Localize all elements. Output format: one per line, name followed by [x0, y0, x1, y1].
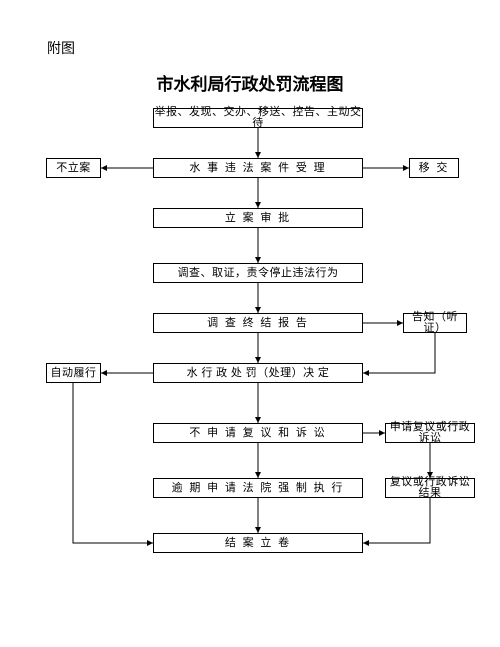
- node-penalty-decision: 水 行 政 处 罚（处理）决 定: [153, 363, 363, 383]
- node-no-case: 不立案: [46, 158, 101, 178]
- node-transfer: 移 交: [409, 158, 459, 178]
- node-case-approval: 立 案 审 批: [153, 208, 363, 228]
- node-close-archive: 结 案 立 卷: [153, 533, 363, 553]
- page-label: 附图: [47, 38, 75, 58]
- node-review-suit-result: 复议或行政诉讼结果: [385, 478, 475, 498]
- node-court-enforce: 逾 期 申 请 法 院 强 制 执 行: [153, 478, 363, 498]
- node-notify-hearing: 告知（听证）: [403, 313, 467, 333]
- node-apply-review-suit: 申请复议或行政诉讼: [385, 423, 475, 443]
- diagram-title: 市水利局行政处罚流程图: [0, 70, 500, 95]
- node-case-acceptance: 水 事 违 法 案 件 受 理: [153, 158, 363, 178]
- node-investigate: 调查、取证，责令停止违法行为: [153, 263, 363, 283]
- node-voluntary-perform: 自动履行: [46, 363, 101, 383]
- node-report-sources: 举报、发现、交办、移送、控告、主动交待: [153, 108, 363, 128]
- node-investigation-report: 调 查 终 结 报 告: [153, 313, 363, 333]
- node-no-review-suit: 不 申 请 复 议 和 诉 讼: [153, 423, 363, 443]
